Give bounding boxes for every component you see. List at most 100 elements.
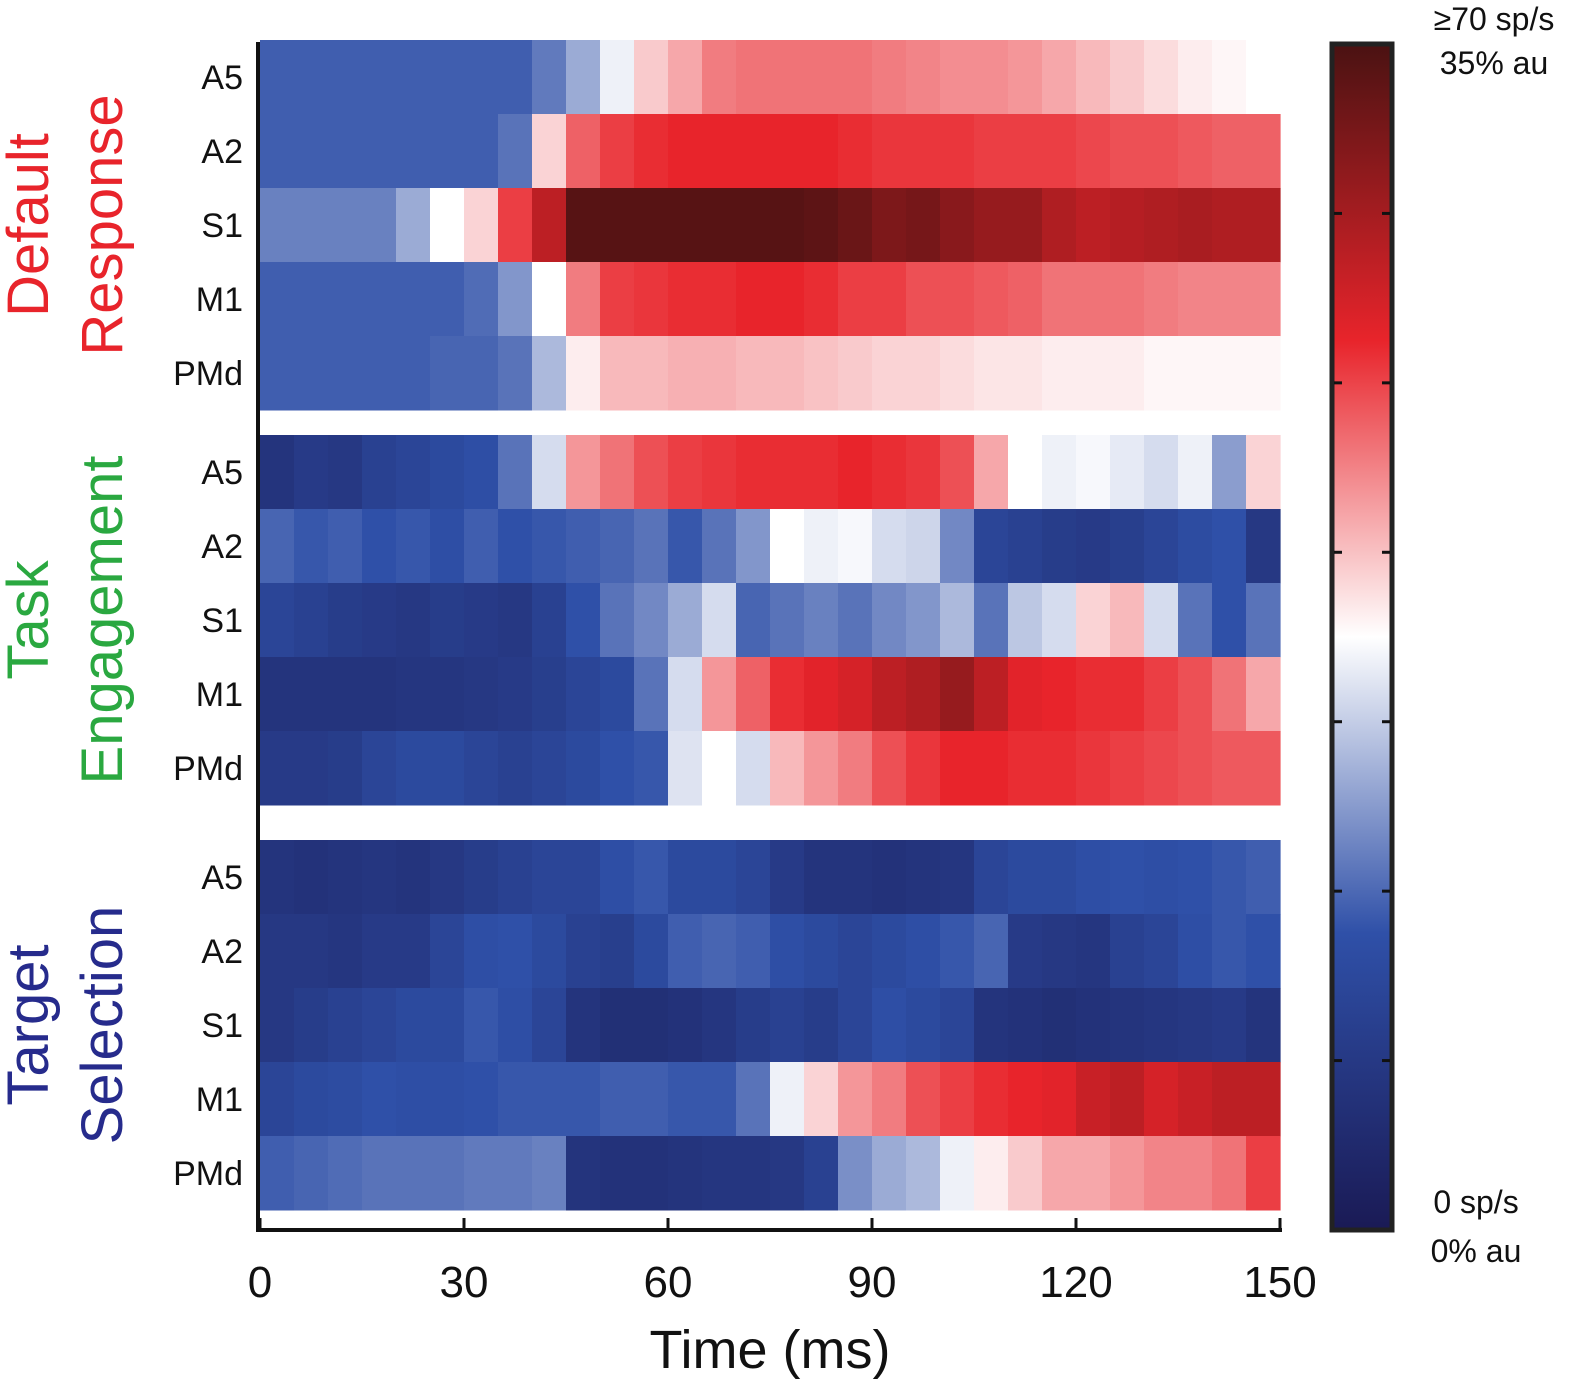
heatmap-cell — [1178, 262, 1213, 337]
heatmap-cell — [634, 336, 669, 411]
heatmap-cell — [1008, 114, 1043, 189]
heatmap-cell — [464, 262, 499, 337]
heatmap-cell — [532, 731, 567, 806]
heatmap-cell — [532, 583, 567, 658]
row-label: A5 — [201, 454, 243, 492]
heatmap-cell — [1110, 336, 1145, 411]
heatmap-cell — [464, 509, 499, 584]
heatmap-cell — [328, 114, 363, 189]
heatmap-cell — [430, 336, 465, 411]
heatmap-cell — [1246, 1136, 1281, 1211]
heatmap-cell — [634, 731, 669, 806]
heatmap-cell — [974, 509, 1009, 584]
heatmap-cell — [634, 435, 669, 510]
colorbar-bottom-label-2: 0% au — [1431, 1233, 1522, 1269]
row-labels: A5 A2 S1 M1 PMd A5 A2 S1 M1 PMd A5 A2 S1 M1 PMd — [173, 59, 243, 1193]
heatmap-cell — [464, 731, 499, 806]
heatmap-cell — [600, 988, 635, 1063]
heatmap-cell — [1178, 657, 1213, 732]
heatmap-cell — [872, 336, 907, 411]
heatmap-cell — [770, 114, 805, 189]
heatmap-cell — [1008, 583, 1043, 658]
heatmap-cell — [1178, 914, 1213, 989]
heatmap-cell — [362, 657, 397, 732]
heatmap-cell — [906, 1136, 941, 1211]
heatmap-cell — [532, 1062, 567, 1137]
heatmap-cell — [906, 188, 941, 263]
heatmap-cell — [532, 336, 567, 411]
x-tick-label: 0 — [248, 1258, 272, 1307]
heatmap-cell — [974, 1136, 1009, 1211]
heatmap-cell — [940, 657, 975, 732]
heatmap-cell — [1246, 40, 1281, 115]
heatmap-cell — [1144, 988, 1179, 1063]
heatmap-cell — [1042, 336, 1077, 411]
heatmap-cell — [1042, 988, 1077, 1063]
heatmap-cell — [294, 435, 329, 510]
heatmap-cell — [1042, 114, 1077, 189]
heatmap-cell — [906, 988, 941, 1063]
heatmap-cell — [1178, 731, 1213, 806]
heatmap-cell — [736, 731, 771, 806]
heatmap-cell — [1178, 1136, 1213, 1211]
heatmap-cell — [464, 336, 499, 411]
row-label: A5 — [201, 59, 243, 97]
heatmap-cell — [872, 657, 907, 732]
heatmap-cell — [430, 435, 465, 510]
heatmap-cell — [532, 914, 567, 989]
heatmap-cell — [1042, 914, 1077, 989]
heatmap-cell — [498, 336, 533, 411]
heatmap-cell — [1008, 336, 1043, 411]
heatmap-cell — [702, 914, 737, 989]
heatmap-cell — [634, 40, 669, 115]
heatmap-cell — [668, 657, 703, 732]
heatmap-cell — [668, 114, 703, 189]
heatmap-cell — [872, 583, 907, 658]
heatmap-cell — [464, 657, 499, 732]
heatmap-cell — [804, 509, 839, 584]
heatmap-cell — [1212, 731, 1247, 806]
heatmap-cell — [1246, 509, 1281, 584]
heatmap-cell — [1110, 1062, 1145, 1137]
heatmap-cell — [634, 914, 669, 989]
heatmap-cell — [1110, 840, 1145, 915]
heatmap-cell — [294, 731, 329, 806]
heatmap-cell — [1076, 1062, 1111, 1137]
heatmap-cell — [974, 840, 1009, 915]
heatmap-cell — [1178, 509, 1213, 584]
heatmap-cell — [906, 336, 941, 411]
heatmap-cell — [872, 509, 907, 584]
heatmap-cell — [1212, 1062, 1247, 1137]
heatmap-cell — [838, 262, 873, 337]
heatmap-cell — [1076, 435, 1111, 510]
heatmap-cell — [328, 731, 363, 806]
heatmap-cell — [600, 583, 635, 658]
heatmap-cell — [872, 262, 907, 337]
heatmap-cell — [736, 583, 771, 658]
heatmap-cell — [1076, 188, 1111, 263]
heatmap-cell — [1178, 188, 1213, 263]
heatmap-cell — [1212, 40, 1247, 115]
heatmap-cell — [1076, 509, 1111, 584]
heatmap-cell — [328, 435, 363, 510]
heatmap-cell — [1076, 988, 1111, 1063]
heatmap-cell — [1144, 657, 1179, 732]
heatmap-cell — [1110, 914, 1145, 989]
heatmap-cell — [464, 435, 499, 510]
heatmap-cell — [260, 435, 295, 510]
heatmap-cell — [1212, 435, 1247, 510]
group-label-line2: Engagement — [70, 456, 135, 785]
heatmap-cell — [668, 262, 703, 337]
heatmap-cell — [702, 1136, 737, 1211]
heatmap-cell — [668, 435, 703, 510]
heatmap-cell — [1042, 657, 1077, 732]
heatmap-cell — [464, 583, 499, 658]
heatmap-cell — [804, 336, 839, 411]
heatmap-cell — [1110, 657, 1145, 732]
heatmap-cell — [1008, 657, 1043, 732]
heatmap-cell — [294, 914, 329, 989]
heatmap-cell — [736, 840, 771, 915]
heatmap-cell — [362, 914, 397, 989]
heatmap-cell — [566, 1062, 601, 1137]
heatmap-cell — [260, 988, 295, 1063]
